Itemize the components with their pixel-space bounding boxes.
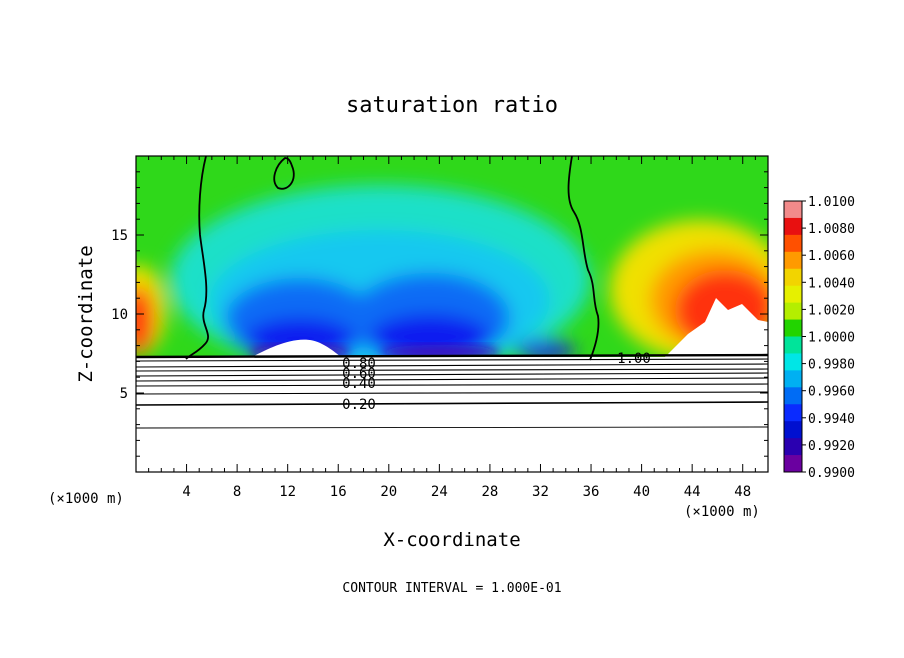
x-tick-label: 44 (684, 484, 701, 500)
x-tick-label: 16 (330, 484, 347, 500)
chart-title: saturation ratio (346, 93, 558, 118)
colorbar-label: 0.9940 (808, 412, 855, 427)
colorbar-swatch (784, 455, 802, 473)
x-tick-label: 4 (182, 484, 190, 500)
cloud-base-mask (136, 357, 768, 472)
colorbar-swatch (784, 387, 802, 405)
colorbar-swatch (784, 421, 802, 439)
colorbar-swatch (784, 234, 802, 253)
colorbar-swatch (784, 268, 802, 287)
colorbar-label: 0.9920 (808, 439, 855, 454)
x-unit-left: (×1000 m) (48, 491, 124, 507)
contour-label: 0.80 (342, 356, 376, 372)
colorbar-label: 0.9980 (808, 358, 855, 373)
colorbar-swatch (784, 251, 802, 270)
contour-lower-lines (136, 358, 768, 429)
colorbar-label: 1.0040 (808, 276, 855, 291)
colorbar-label: 0.9960 (808, 385, 855, 400)
y-tick-label: 10 (111, 307, 128, 323)
x-tick-label: 48 (734, 484, 751, 500)
x-tick-label: 32 (532, 484, 549, 500)
contour-labels: 0.20 0.400.600.80 1.00 (342, 351, 651, 413)
x-axis-label: X-coordinate (383, 529, 520, 551)
white-region-center (254, 339, 344, 358)
x-tick-label: 8 (233, 484, 241, 500)
colorbar-label: 1.0020 (808, 303, 855, 318)
colorbar-label: 1.0060 (808, 249, 855, 264)
y-axis-label: Z-coordinate (75, 245, 97, 382)
x-tick-label: 24 (431, 484, 448, 500)
y-axis: 5 10 15 (111, 171, 768, 457)
colorbar-swatch (784, 217, 802, 236)
colorbar-swatch (784, 370, 802, 388)
contour-label: 0.20 (342, 397, 376, 413)
y-tick-label: 5 (120, 386, 128, 402)
colorbar-swatch (784, 336, 802, 354)
colorbar: 1.0100 1.0080 1.0060 1.0040 1.0020 1.0000 0.99… (783, 195, 855, 481)
colorbar-swatch (784, 319, 802, 337)
colorbar-label: 1.0000 (808, 331, 855, 346)
contour-label: 0.60 (342, 366, 376, 382)
x-tick-label: 40 (633, 484, 650, 500)
contour-interval-note: CONTOUR INTERVAL = 1.000E-01 (342, 581, 561, 596)
x-tick-label: 12 (279, 484, 296, 500)
colorbar-label: 1.0100 (808, 195, 855, 210)
contour-1-00-lines (136, 156, 768, 361)
x-tick-label: 20 (380, 484, 397, 500)
colorbar-swatch (784, 404, 802, 422)
white-supersaturated-region (662, 298, 768, 360)
contour-label: 1.00 (617, 351, 651, 367)
contour-label: 0.40 (342, 376, 376, 392)
saturation-field: 0.20 0.400.600.80 1.00 (136, 156, 768, 472)
colorbar-swatch (784, 302, 802, 321)
colorbar-swatch (784, 201, 802, 219)
y-tick-label: 15 (111, 228, 128, 244)
colorbar-swatch (784, 285, 802, 304)
red-region-left (136, 286, 154, 354)
x-unit-right: (×1000 m) (684, 504, 760, 520)
colorbar-label: 0.9900 (808, 466, 855, 481)
x-tick-label: 36 (583, 484, 600, 500)
colorbar-swatch (784, 353, 802, 371)
x-axis: 4 8 12 16 20 24 28 32 36 40 44 48 (148, 156, 756, 500)
colorbar-swatch (784, 438, 802, 456)
colorbar-label: 1.0080 (808, 222, 855, 237)
x-tick-label: 28 (481, 484, 498, 500)
